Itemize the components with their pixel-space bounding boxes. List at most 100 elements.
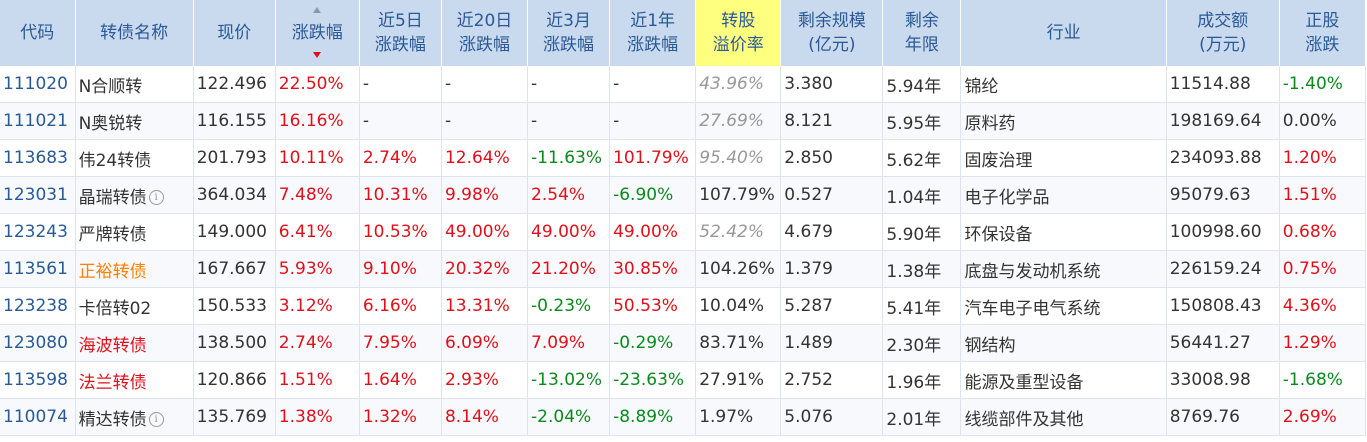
table-row[interactable]: 110074 精达转债 i 135.769 1.38% 1.32% 8.14% -… [0,398,1367,436]
premium-cell: 10.04% [695,287,782,325]
industry-cell: 电子化学品 [960,176,1167,214]
chg20d-cell: 9.98% [441,176,529,214]
table-row[interactable]: 111021 N奥锐转 116.155 16.16% - - - - 27.69… [0,102,1367,140]
bond-code-link[interactable]: 113598 [0,361,76,399]
chg3m-cell: 2.54% [527,176,611,214]
col-name[interactable]: 转债名称 [75,0,194,66]
col-change[interactable]: 涨跌幅 [275,0,360,66]
chg1y-cell: -6.90% [609,176,697,214]
chg1y-cell: - [609,102,697,140]
turnover-cell: 11514.88 [1166,66,1280,103]
bond-code-link[interactable]: 123031 [0,176,76,214]
bond-code-link[interactable]: 110074 [0,398,76,436]
years-cell: 5.94年 [882,66,962,103]
price-cell: 364.034 [193,176,276,214]
table-row[interactable]: 123080 海波转债 138.500 2.74% 7.95% 6.09% 7.… [0,324,1367,362]
col-industry-label: 行业 [1046,23,1081,43]
table-row[interactable]: 123238 卡倍转02 150.533 3.12% 6.16% 13.31% … [0,287,1367,325]
stock-change-cell: 1.20% [1279,139,1367,177]
bond-name-cell[interactable]: 精达转债 i [75,398,194,436]
chg1y-cell: -0.29% [609,324,697,362]
bond-name-cell[interactable]: 严牌转债 [75,213,194,251]
industry-cell: 原料药 [960,102,1167,140]
bond-name[interactable]: 卡倍转02 [78,298,152,319]
col-code[interactable]: 代码 [0,0,76,66]
bond-name[interactable]: 精达转债 [78,409,147,430]
table-row[interactable]: 123243 严牌转债 149.000 6.41% 10.53% 49.00% … [0,213,1367,251]
bond-name[interactable]: 晶瑞转债 [78,187,147,208]
bond-code-link[interactable]: 113683 [0,139,76,177]
bond-name-cell[interactable]: 海波转债 [75,324,194,362]
col-years-label-1: 剩余 [904,11,939,31]
change-cell: 7.48% [275,176,360,214]
bond-name[interactable]: 严牌转债 [78,224,147,245]
col-premium[interactable]: 转股 溢价率 [695,0,782,66]
col-name-label: 转债名称 [100,23,169,43]
stock-change-cell: 1.51% [1279,176,1367,214]
chg20d-cell: - [441,66,529,103]
turnover-cell: 226159.24 [1166,250,1280,288]
bond-code-link[interactable]: 113561 [0,250,76,288]
col-chg5d[interactable]: 近5日 涨跌幅 [359,0,442,66]
turnover-cell: 234093.88 [1166,139,1280,177]
col-industry[interactable]: 行业 [960,0,1167,66]
bond-name-cell[interactable]: 晶瑞转债 i [75,176,194,214]
col-chg3m[interactable]: 近3月 涨跌幅 [527,0,611,66]
info-icon[interactable]: i [148,190,164,205]
years-cell: 5.41年 [882,287,962,325]
turnover-cell: 95079.63 [1166,176,1280,214]
col-code-label: 代码 [20,23,55,43]
chg5d-cell: 1.32% [359,398,442,436]
bond-name[interactable]: 伟24转债 [78,150,152,171]
bond-name-cell[interactable]: N合顺转 [75,66,194,103]
chg1y-cell: - [609,66,697,103]
chg3m-cell: - [527,66,611,103]
scale-cell: 8.121 [780,102,884,140]
chg5d-cell: 2.74% [359,139,442,177]
bond-name-cell[interactable]: 卡倍转02 [75,287,194,325]
col-chg1y[interactable]: 近1年 涨跌幅 [609,0,697,66]
bond-code-link[interactable]: 123243 [0,213,76,251]
stock-change-cell: 0.00% [1279,102,1367,140]
change-cell: 6.41% [275,213,360,251]
bond-name[interactable]: 海波转债 [78,335,147,356]
chg1y-cell: 30.85% [609,250,697,288]
bond-name-cell[interactable]: 法兰转债 [75,361,194,399]
turnover-cell: 8769.76 [1166,398,1280,436]
scale-cell: 5.076 [780,398,884,436]
bond-name[interactable]: N奥锐转 [78,113,143,134]
bond-code-link[interactable]: 111020 [0,66,76,103]
chg3m-cell: 7.09% [527,324,611,362]
col-scale[interactable]: 剩余规模 (亿元) [780,0,884,66]
stock-change-cell: -1.68% [1279,361,1367,399]
col-chg20d[interactable]: 近20日 涨跌幅 [441,0,529,66]
bond-code-link[interactable]: 123238 [0,287,76,325]
col-price[interactable]: 现价 [193,0,276,66]
premium-cell: 43.96% [695,66,782,103]
bond-name-cell[interactable]: 正裕转债 [75,250,194,288]
bond-name-cell[interactable]: 伟24转债 [75,139,194,177]
industry-cell: 环保设备 [960,213,1167,251]
scale-cell: 5.287 [780,287,884,325]
price-cell: 149.000 [193,213,276,251]
col-scale-label-1: 剩余规模 [797,11,866,31]
table-row[interactable]: 111020 N合顺转 122.496 22.50% - - - - 43.96… [0,66,1367,103]
table-row[interactable]: 113561 正裕转债 167.667 5.93% 9.10% 20.32% 2… [0,250,1367,288]
col-scale-label-2: (亿元) [808,35,856,55]
stock-change-cell: 0.75% [1279,250,1367,288]
table-row[interactable]: 113598 法兰转债 120.866 1.51% 1.64% 2.93% -1… [0,361,1367,399]
table-row[interactable]: 123031 晶瑞转债 i 364.034 7.48% 10.31% 9.98% … [0,176,1367,214]
bond-name-cell[interactable]: N奥锐转 [75,102,194,140]
bond-name[interactable]: 法兰转债 [78,372,147,393]
bond-name[interactable]: N合顺转 [78,76,143,97]
bond-code-link[interactable]: 123080 [0,324,76,362]
col-stock-change[interactable]: 正股 涨跌 [1279,0,1367,66]
col-turnover[interactable]: 成交额 (万元) [1166,0,1280,66]
info-icon[interactable]: i [148,412,164,427]
col-years-label-2: 年限 [904,35,939,55]
bond-code-link[interactable]: 111021 [0,102,76,140]
bond-name[interactable]: 正裕转债 [78,261,147,282]
table-row[interactable]: 113683 伟24转债 201.793 10.11% 2.74% 12.64%… [0,139,1367,177]
col-years[interactable]: 剩余 年限 [882,0,962,66]
scale-cell: 3.380 [780,66,884,103]
